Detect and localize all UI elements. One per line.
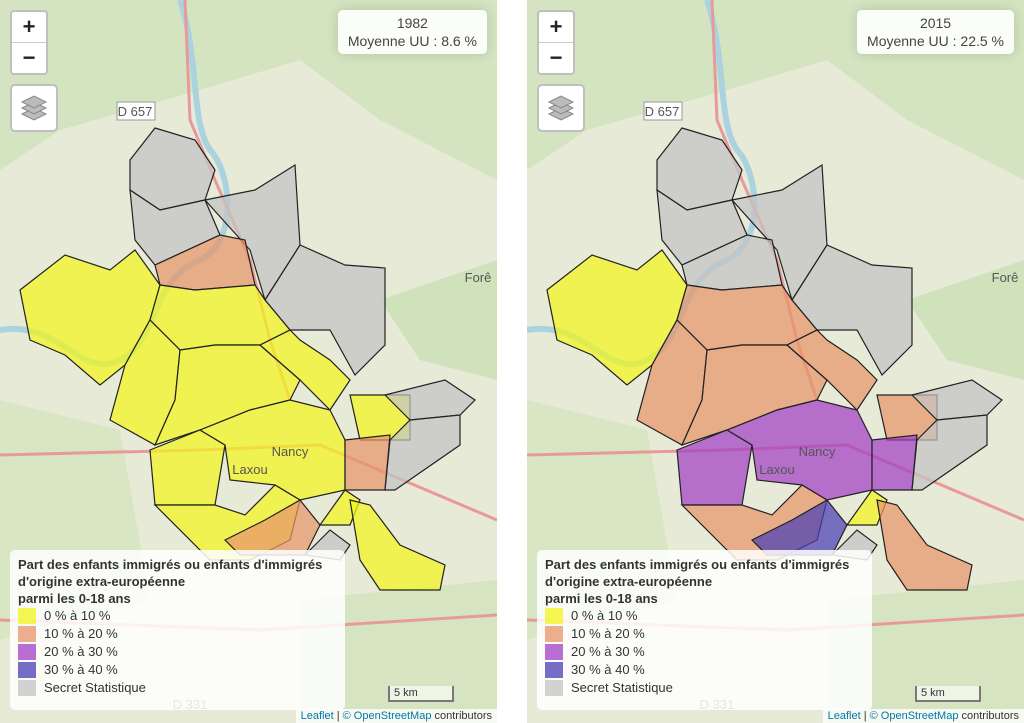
district [384,414,461,491]
place-label: D 657 [645,104,680,119]
legend-title: d'origine extra-européenne [545,574,713,589]
legend-item: 0 % à 10 % [18,607,337,625]
district [845,489,888,526]
legend-label: 0 % à 10 % [571,608,638,623]
attribution-text: contributors [961,710,1019,722]
district [258,329,351,411]
legend-item: 20 % à 30 % [545,643,864,661]
legend: Part des enfants immigrés ou enfants d'i… [10,550,345,710]
district [344,434,391,491]
land-patch [380,260,497,380]
scale-bar: 5 km [388,686,454,702]
zoom-control: + − [537,10,575,75]
legend-swatch [545,608,563,624]
legend-title: d'origine extra-européenne [18,574,186,589]
legend-swatch [18,644,36,660]
district [318,489,361,526]
legend-item: 30 % à 40 % [545,661,864,679]
layers-button[interactable] [537,84,585,132]
zoom-control: + − [10,10,48,75]
attribution: Leaflet | © OpenStreetMap contributors [295,709,497,723]
district [383,379,476,421]
legend-label: Secret Statistique [44,680,146,695]
road-shield [643,101,683,121]
average: Moyenne UU : 8.6 % [347,33,477,49]
place-label: Forê [465,270,492,285]
info-box: 2015 Moyenne UU : 22.5 % [857,10,1014,54]
legend-swatch [18,626,36,642]
legend-swatch [545,626,563,642]
district [349,499,446,591]
legend-label: 30 % à 40 % [571,662,645,677]
legend-label: 20 % à 30 % [44,644,118,659]
leaflet-link[interactable]: Leaflet [300,710,334,722]
legend-swatch [545,662,563,678]
legend-title: Part des enfants immigrés ou enfants d'i… [545,557,850,572]
legend-swatch [545,644,563,660]
layers-icon [20,95,48,121]
layers-button[interactable] [10,84,58,132]
map-canvas: D 657NancyLaxouForêD 331 [0,0,497,723]
road-shield [116,101,156,121]
legend-item: 0 % à 10 % [545,607,864,625]
year: 1982 [396,15,428,31]
land-patch [907,260,1024,380]
legend-label: 10 % à 20 % [44,626,118,641]
zoom-in-button[interactable]: + [539,12,573,43]
place-label: Nancy [799,444,836,459]
district [871,434,918,491]
district [785,329,878,411]
scale-bar: 5 km [915,686,981,702]
average: Moyenne UU : 22.5 % [867,33,1004,49]
legend-item: 30 % à 40 % [18,661,337,679]
place-label: Nancy [272,444,309,459]
legend-label: Secret Statistique [571,680,673,695]
legend-item: 10 % à 20 % [18,625,337,643]
legend-label: 30 % à 40 % [44,662,118,677]
legend-swatch [18,608,36,624]
layer-sheet [547,95,575,109]
year: 2015 [919,15,952,31]
place-label: Laxou [232,462,267,477]
legend-swatch [545,680,563,696]
osm-link[interactable]: © OpenStreetMap [342,710,432,722]
zoom-in-button[interactable]: + [12,12,46,43]
info-box: 1982 Moyenne UU : 8.6 % [337,10,487,54]
district [791,244,913,376]
district [876,499,973,591]
district [676,429,753,506]
place-label: Laxou [759,462,794,477]
legend-item: 10 % à 20 % [545,625,864,643]
place-label: Forê [992,270,1019,285]
legend-swatch [18,680,36,696]
legend-swatch [18,662,36,678]
place-label: D 657 [118,104,153,119]
legend-title: parmi les 0-18 ans [18,591,131,606]
layer-sheet [20,95,48,109]
zoom-out-button[interactable]: − [549,45,563,70]
district [910,379,1003,421]
zoom-out-button[interactable]: − [22,45,36,70]
attribution: Leaflet | © OpenStreetMap contributors [822,709,1024,723]
legend: Part des enfants immigrés ou enfants d'i… [537,550,872,710]
legend-title: parmi les 0-18 ans [545,591,658,606]
district [264,244,386,376]
legend-item: Secret Statistique [18,679,337,697]
layers-icon [547,95,575,121]
legend-label: 0 % à 10 % [44,608,111,623]
district [911,414,988,491]
legend-title: Part des enfants immigrés ou enfants d'i… [18,557,323,572]
attribution-text: contributors [434,710,492,722]
legend-label: 10 % à 20 % [571,626,645,641]
district [149,429,226,506]
legend-item: 20 % à 30 % [18,643,337,661]
legend-label: 20 % à 30 % [571,644,645,659]
leaflet-link[interactable]: Leaflet [827,710,861,722]
legend-item: Secret Statistique [545,679,864,697]
osm-link[interactable]: © OpenStreetMap [869,710,959,722]
